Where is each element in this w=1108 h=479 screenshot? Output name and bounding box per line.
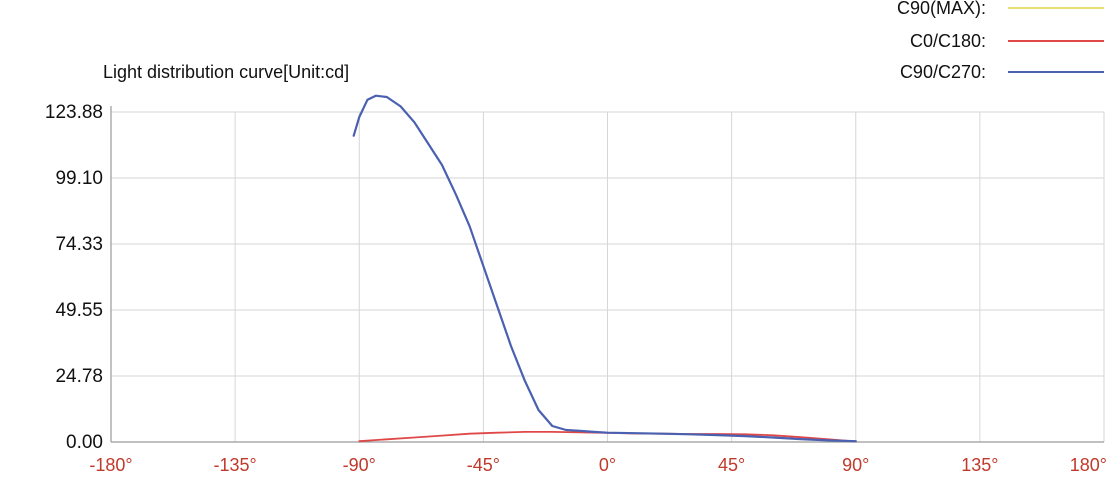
tick-labels: 0.00 24.78 49.55 74.33 99.10 123.88 -180° -135°…	[45, 102, 1107, 475]
axes	[110, 106, 1104, 443]
legend-label: C90(MAX):	[897, 0, 986, 18]
x-tick-label: 0°	[599, 455, 616, 475]
series-lines	[352, 94, 857, 443]
y-tick-label: 74.33	[55, 234, 103, 255]
x-tick-label: 135°	[961, 455, 998, 475]
x-tick-label: -45°	[467, 455, 500, 475]
x-tick-label: -135°	[214, 455, 257, 475]
y-tick-label: 123.88	[45, 102, 103, 123]
x-tick-label: 180°	[1070, 455, 1107, 475]
y-tick-label: 99.10	[55, 168, 103, 189]
y-tick-label: 24.78	[55, 366, 103, 387]
x-tick-label: -180°	[89, 455, 132, 475]
x-tick-label: 90°	[842, 455, 869, 475]
x-tick-label: 45°	[718, 455, 745, 475]
y-tick-label: 0.00	[66, 432, 103, 453]
legend: C90(MAX): C0/C180: C90/C270:	[897, 0, 1104, 82]
legend-label: C90/C270:	[900, 62, 986, 82]
x-tick-label: -90°	[343, 455, 376, 475]
legend-label: C0/C180:	[910, 31, 986, 51]
series-line	[352, 94, 857, 443]
chart-title: Light distribution curve[Unit:cd]	[103, 62, 349, 82]
y-tick-label: 49.55	[55, 300, 103, 321]
grid	[110, 111, 1105, 443]
